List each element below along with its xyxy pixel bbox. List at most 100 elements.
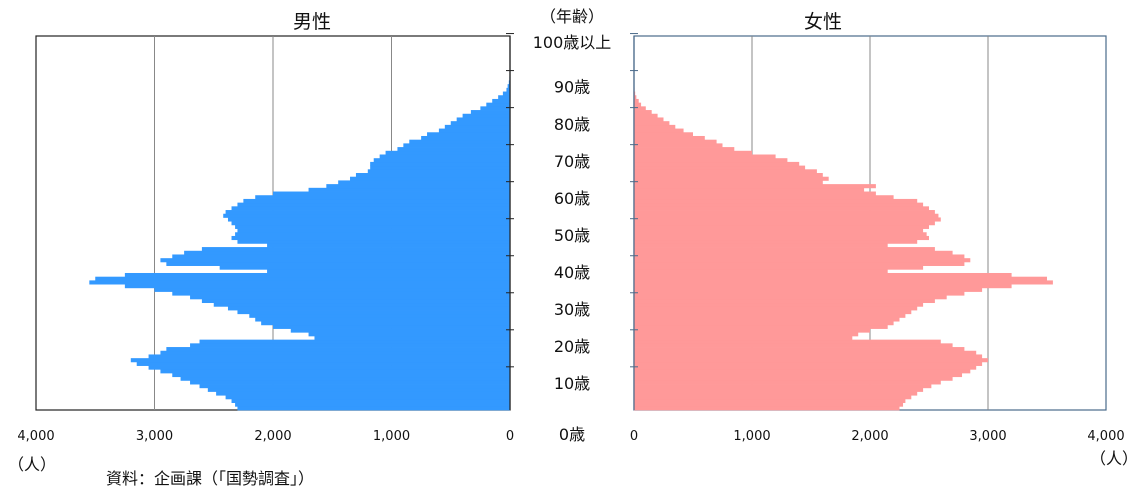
male-bar bbox=[214, 303, 510, 307]
male-bar bbox=[226, 210, 510, 214]
female-bar bbox=[634, 406, 900, 410]
male-bar bbox=[172, 373, 510, 377]
male-bar bbox=[309, 188, 510, 192]
female-bar bbox=[634, 317, 900, 321]
male-bar bbox=[503, 92, 510, 96]
male-bar bbox=[125, 273, 510, 277]
male-bar bbox=[237, 203, 510, 207]
female-bar bbox=[634, 258, 970, 262]
female-bar bbox=[634, 369, 970, 373]
male-bar bbox=[232, 221, 510, 225]
age-axis-title: （年齢） bbox=[540, 7, 604, 26]
female-bar bbox=[634, 354, 982, 358]
female-bar bbox=[634, 377, 953, 381]
male-bar bbox=[160, 351, 510, 355]
male-bar bbox=[228, 217, 510, 221]
male-bar bbox=[223, 214, 510, 218]
male-bar bbox=[326, 184, 510, 188]
male-bar bbox=[202, 299, 510, 303]
male-bar bbox=[202, 247, 510, 251]
female-bar bbox=[634, 199, 917, 203]
male-bar bbox=[190, 295, 510, 299]
female-bar bbox=[634, 132, 693, 136]
male-bar bbox=[267, 269, 510, 273]
male-bar bbox=[471, 110, 510, 114]
male-bar bbox=[356, 173, 510, 177]
female-bar bbox=[634, 336, 852, 340]
female-x-tick-label: 0 bbox=[630, 429, 638, 444]
male-bar bbox=[228, 306, 510, 310]
female-bar bbox=[634, 277, 1047, 281]
female-bar bbox=[634, 147, 734, 151]
female-bar bbox=[634, 169, 817, 173]
female-bar bbox=[634, 151, 752, 155]
male-bar bbox=[190, 343, 510, 347]
female-bar bbox=[634, 299, 935, 303]
female-bar bbox=[634, 295, 947, 299]
male-bar bbox=[267, 243, 510, 247]
male-bar bbox=[249, 314, 510, 318]
male-bar bbox=[237, 240, 510, 244]
right-unit-label: （人） bbox=[1090, 449, 1134, 468]
female-bar bbox=[634, 403, 903, 407]
female-bar bbox=[634, 217, 941, 221]
female-bar bbox=[634, 269, 888, 273]
female-bar bbox=[634, 262, 964, 266]
female-bar bbox=[634, 140, 717, 144]
female-bar bbox=[634, 266, 923, 270]
female-bar bbox=[634, 332, 858, 336]
female-bar bbox=[634, 247, 935, 251]
male-bar bbox=[273, 192, 510, 196]
female-bar bbox=[634, 125, 675, 129]
female-bar bbox=[634, 114, 658, 118]
female-bar bbox=[634, 210, 935, 214]
female-bar bbox=[634, 225, 929, 229]
female-bar bbox=[634, 154, 776, 158]
female-bar bbox=[634, 143, 723, 147]
female-bar bbox=[634, 288, 982, 292]
female-bar bbox=[634, 343, 953, 347]
female-bar bbox=[634, 254, 964, 258]
female-bar bbox=[634, 399, 905, 403]
male-bar bbox=[181, 377, 510, 381]
female-bar bbox=[634, 306, 917, 310]
female-bar bbox=[634, 99, 639, 103]
female-bar bbox=[634, 310, 911, 314]
female-bar bbox=[634, 325, 888, 329]
male-bar bbox=[451, 121, 510, 125]
female-bar bbox=[634, 221, 935, 225]
female-bar bbox=[634, 251, 953, 255]
male-bar bbox=[149, 366, 510, 370]
female-bar bbox=[634, 280, 1053, 284]
female-bar bbox=[634, 236, 929, 240]
age-tick-label: 20歳 bbox=[554, 337, 590, 356]
female-bar bbox=[634, 177, 829, 181]
male-bar bbox=[200, 340, 510, 344]
female-bar bbox=[634, 340, 941, 344]
male-bar bbox=[149, 354, 510, 358]
male-bar bbox=[291, 329, 510, 333]
male-bar bbox=[208, 388, 510, 392]
male-bar bbox=[463, 114, 510, 118]
female-x-tick-label: 3,000 bbox=[969, 429, 1006, 444]
male-panel-title: 男性 bbox=[293, 11, 331, 33]
male-bar bbox=[309, 332, 510, 336]
male-bar bbox=[237, 406, 510, 410]
male-bar bbox=[457, 117, 510, 121]
male-bar bbox=[427, 132, 510, 136]
female-bar bbox=[634, 388, 923, 392]
female-bar bbox=[634, 121, 669, 125]
male-bar bbox=[350, 177, 510, 181]
female-bar bbox=[634, 395, 911, 399]
male-bar bbox=[370, 166, 510, 170]
male-bar bbox=[232, 399, 510, 403]
female-x-tick-label: 2,000 bbox=[851, 429, 888, 444]
female-bar bbox=[634, 195, 894, 199]
female-bar bbox=[634, 384, 931, 388]
male-bar bbox=[166, 347, 510, 351]
female-bar bbox=[634, 206, 929, 210]
age-tick-label: 90歳 bbox=[554, 78, 590, 97]
